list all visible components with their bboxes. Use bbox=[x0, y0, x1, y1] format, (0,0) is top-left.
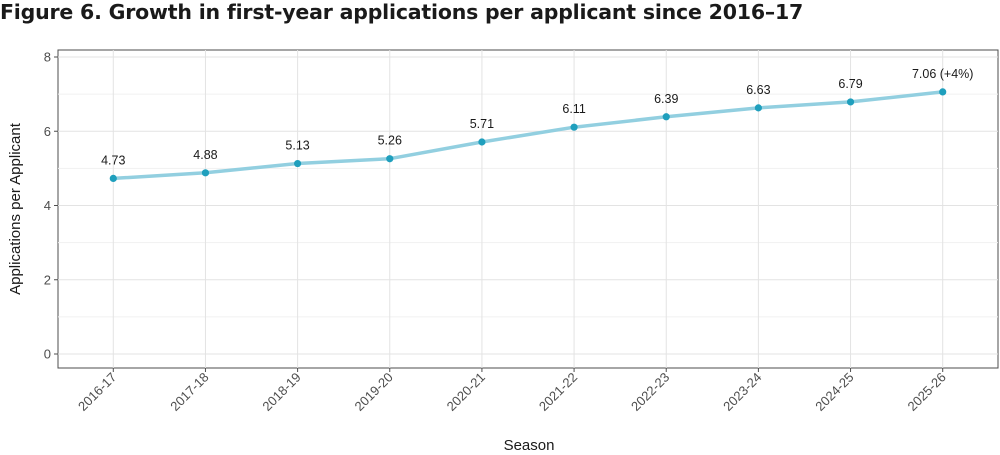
minor-gridlines bbox=[58, 93, 998, 318]
x-tick-label: 2019-20 bbox=[352, 370, 396, 414]
y-tick-label: 4 bbox=[44, 198, 51, 213]
x-tick-label: 2025-26 bbox=[904, 370, 948, 414]
y-tick-label: 8 bbox=[44, 50, 51, 65]
data-point bbox=[478, 138, 486, 146]
data-label: 4.73 bbox=[101, 153, 125, 167]
series-line bbox=[111, 90, 945, 181]
data-point bbox=[754, 104, 762, 112]
y-axis-label: Applications per Applicant bbox=[7, 122, 24, 295]
data-point bbox=[109, 174, 117, 182]
data-point bbox=[294, 159, 302, 168]
plot-panel bbox=[57, 49, 999, 369]
x-tick-label: 2021-22 bbox=[536, 370, 580, 414]
x-axis-label: Season bbox=[504, 437, 555, 454]
data-point bbox=[570, 123, 578, 131]
x-tick-label: 2022-23 bbox=[628, 370, 672, 414]
y-tick-label: 0 bbox=[44, 347, 51, 362]
x-tick-label: 2023-24 bbox=[720, 370, 764, 414]
x-tick-label: 2020-21 bbox=[444, 370, 488, 414]
data-label: 6.79 bbox=[838, 77, 862, 91]
data-label: 5.71 bbox=[470, 117, 494, 131]
major-gridlines bbox=[58, 50, 998, 368]
data-point bbox=[846, 98, 855, 106]
series-layer bbox=[109, 88, 947, 182]
y-tick-label: 6 bbox=[44, 124, 51, 139]
data-label: 5.13 bbox=[285, 139, 309, 153]
data-point bbox=[386, 155, 394, 163]
x-tick-label: 2024-25 bbox=[812, 370, 856, 414]
data-labels: 4.73 4.88 5.13 5.26 5.71 6.11 6.39 6.63 6.79 7.06… bbox=[101, 67, 973, 168]
data-point bbox=[662, 113, 670, 121]
data-label: 4.88 bbox=[193, 148, 217, 162]
data-label: 5.26 bbox=[378, 134, 402, 148]
data-point bbox=[939, 88, 947, 96]
y-tick-label: 2 bbox=[44, 272, 51, 287]
x-tick-label: 2017-18 bbox=[167, 370, 211, 414]
data-label: 7.06 (+4%) bbox=[912, 67, 974, 81]
x-axis-ticks: 2016-17 2017-18 2018-19 2019-20 2020-21 2021-… bbox=[75, 368, 949, 414]
data-label: 6.63 bbox=[746, 83, 770, 97]
data-label: 6.11 bbox=[562, 102, 585, 116]
x-tick-label: 2018-19 bbox=[259, 370, 303, 414]
x-tick-label: 2016-17 bbox=[75, 370, 119, 414]
data-point bbox=[201, 169, 210, 177]
chart-title: Figure 6. Growth in first-year applicati… bbox=[0, 0, 804, 24]
y-axis-ticks: 0 2 4 6 8 bbox=[44, 50, 58, 362]
data-label: 6.39 bbox=[654, 92, 678, 106]
